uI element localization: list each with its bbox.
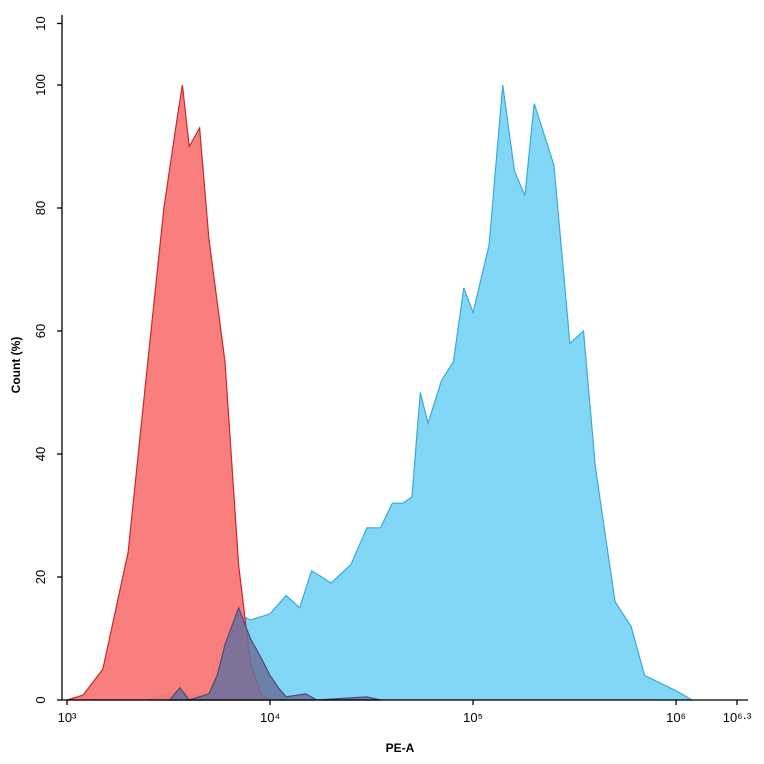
y-tick-label: 20 bbox=[33, 570, 48, 584]
histogram-area bbox=[66, 84, 273, 701]
x-tick-label: 10⁶·³ bbox=[723, 710, 752, 725]
y-tick-label: 100 bbox=[33, 74, 48, 96]
x-tick-label: 10³ bbox=[58, 710, 77, 725]
x-tick-label: 10⁶ bbox=[666, 710, 686, 725]
x-axis-label: PE-A bbox=[386, 741, 415, 755]
y-tick-label: 80 bbox=[33, 201, 48, 215]
histogram-area bbox=[147, 84, 695, 701]
y-tick-label: 40 bbox=[33, 447, 48, 461]
histogram-area bbox=[168, 606, 381, 701]
y-tick-label: 60 bbox=[33, 324, 48, 338]
y-tick-label: 0 bbox=[33, 696, 48, 703]
y-axis-label: Count (%) bbox=[9, 337, 23, 394]
x-tick-label: 10⁵ bbox=[463, 710, 483, 725]
x-tick-label: 10⁴ bbox=[260, 710, 280, 725]
y-tick-label: 10 bbox=[33, 16, 48, 30]
